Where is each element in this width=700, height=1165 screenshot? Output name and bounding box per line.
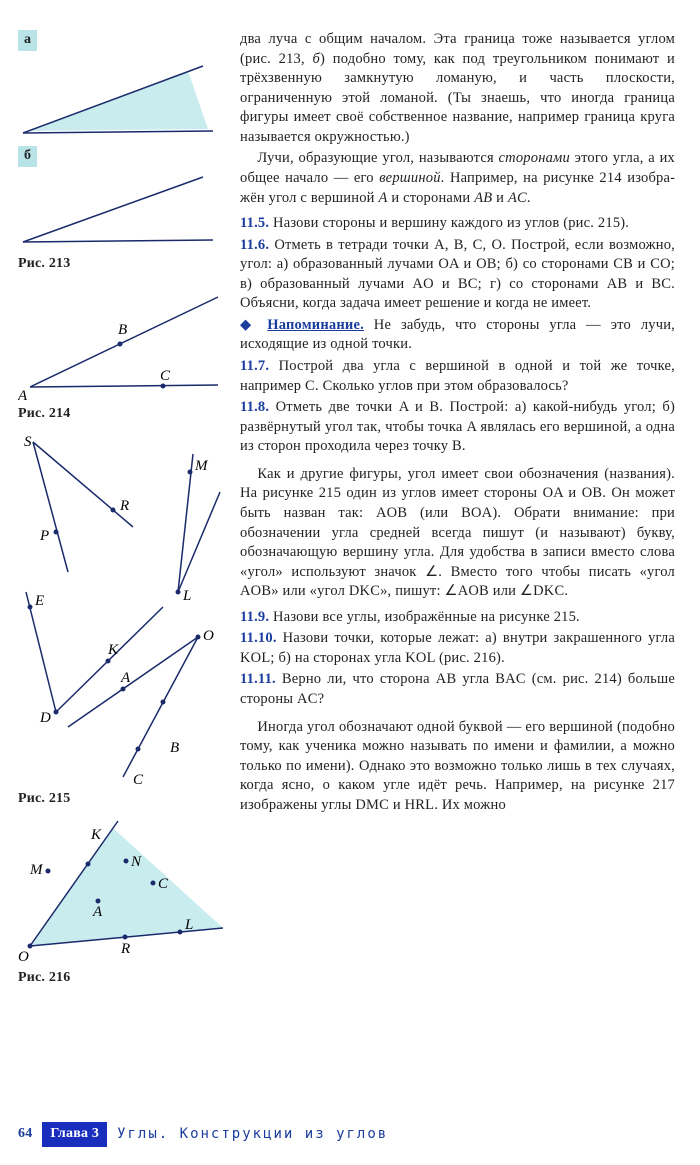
chapter-title: Углы. Конструкции из углов <box>117 1125 388 1144</box>
svg-text:O: O <box>203 628 214 644</box>
svg-text:C: C <box>158 876 169 892</box>
svg-text:A: A <box>18 388 28 402</box>
page-number: 64 <box>18 1125 32 1144</box>
fig-216-caption: Рис. 216 <box>18 969 225 988</box>
svg-text:M: M <box>29 862 44 878</box>
fig-215-caption: Рис. 215 <box>18 790 225 809</box>
label-a: а <box>18 30 37 51</box>
label-b: б <box>18 146 37 167</box>
para-3: Как и другие фигуры, угол имеет свои обо… <box>240 465 675 602</box>
ex-11-5: 11.5. Назови стороны и вершину каждого и… <box>240 214 675 234</box>
para-1: два луча с общим началом. Эта граница то… <box>240 30 675 147</box>
svg-text:E: E <box>34 593 44 609</box>
ex-11-8: 11.8. Отметь две точки A и B. Построй: а… <box>240 398 675 457</box>
svg-text:C: C <box>133 772 144 787</box>
fig-214: A B C Рис. 214 <box>18 282 225 424</box>
ex-11-11: 11.11. Верно ли, что сторона AB угла BAC… <box>240 670 675 709</box>
ex-11-7: 11.7. Построй два угла с вершиной в одно… <box>240 357 675 396</box>
fig-214-caption: Рис. 214 <box>18 405 225 424</box>
fig-213-caption: Рис. 213 <box>18 255 225 274</box>
svg-text:K: K <box>90 827 102 843</box>
fig-216: K M N A C O R L Рис. 216 <box>18 816 225 988</box>
svg-text:R: R <box>120 941 130 957</box>
svg-text:D: D <box>39 710 51 726</box>
svg-text:C: C <box>160 368 171 384</box>
svg-text:K: K <box>107 642 119 658</box>
svg-text:S: S <box>24 434 32 450</box>
ex-11-6: 11.6. Отметь в тетради точки A, B, C, O.… <box>240 236 675 314</box>
chapter-badge: Глава 3 <box>42 1122 107 1147</box>
para-2: Лучи, образующие угол, называются сто­ро… <box>240 149 675 208</box>
svg-text:L: L <box>184 917 194 933</box>
page-footer: 64 Глава 3 Углы. Конструкции из углов <box>18 1122 388 1147</box>
figures-column: а б Рис. 213 A B <box>18 30 225 996</box>
svg-text:L: L <box>182 588 192 604</box>
svg-text:B: B <box>118 322 127 338</box>
reminder: ◆ Напоминание. Не забудь, что стороны уг… <box>240 316 675 355</box>
ex-11-10: 11.10. Назови точки, которые лежат: а) в… <box>240 629 675 668</box>
svg-text:R: R <box>119 498 129 514</box>
svg-text:A: A <box>92 904 103 920</box>
svg-text:O: O <box>18 949 29 965</box>
svg-text:P: P <box>39 528 49 544</box>
para-4: Иногда угол обозначают одной буквой — ег… <box>240 718 675 816</box>
text-column: два луча с общим началом. Эта граница то… <box>240 30 675 996</box>
svg-text:M: M <box>194 458 209 474</box>
svg-text:N: N <box>130 854 142 870</box>
svg-text:A: A <box>120 670 131 686</box>
svg-text:B: B <box>170 740 179 756</box>
ex-11-9: 11.9. Назови все углы, изображённые на р… <box>240 608 675 628</box>
fig-213a: а <box>18 30 225 146</box>
fig-213b: б Рис. 213 <box>18 146 225 274</box>
fig-215: S P R M L E K D <box>18 432 225 809</box>
